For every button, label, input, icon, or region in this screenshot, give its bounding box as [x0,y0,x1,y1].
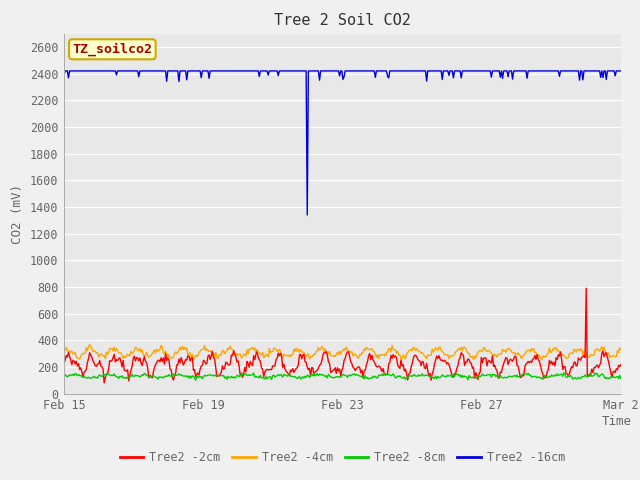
Tree2 -4cm [326,348,333,354]
Tree2 -4cm [393,350,401,356]
Tree2 -8cm [606,376,614,382]
Tree2 -16cm [364,68,371,74]
Tree2 -16cm [60,72,68,78]
Tree2 -4cm [617,347,625,353]
Tree2 -2cm [518,374,525,380]
Line: Tree2 -8cm: Tree2 -8cm [64,373,621,380]
Tree2 -2cm [582,286,590,291]
Tree2 -2cm [326,361,333,367]
Tree2 -2cm [393,355,401,360]
Legend: Tree2 -2cm, Tree2 -4cm, Tree2 -8cm, Tree2 -16cm: Tree2 -2cm, Tree2 -4cm, Tree2 -8cm, Tree… [115,446,570,469]
Tree2 -8cm [617,375,625,381]
Tree2 -4cm [518,356,525,361]
Tree2 -2cm [617,362,625,368]
Line: Tree2 -2cm: Tree2 -2cm [64,288,621,383]
Tree2 -2cm [100,380,108,386]
Tree2 -4cm [60,347,68,352]
Tree2 -8cm [326,373,333,379]
X-axis label: Time: Time [602,415,632,428]
Tree2 -4cm [329,353,337,359]
Tree2 -2cm [606,364,614,370]
Tree2 -4cm [362,344,370,350]
Line: Tree2 -16cm: Tree2 -16cm [64,71,621,215]
Tree2 -2cm [60,360,68,366]
Tree2 -16cm [330,68,338,74]
Tree2 -16cm [606,68,614,74]
Tree2 -16cm [327,68,335,74]
Tree2 -16cm [61,68,69,74]
Tree2 -8cm [192,377,200,383]
Tree2 -8cm [393,374,401,380]
Tree2 -8cm [560,370,568,376]
Tree2 -8cm [362,375,370,381]
Tree2 -8cm [518,373,525,379]
Tree2 -2cm [329,368,337,373]
Tree2 -8cm [329,374,337,380]
Line: Tree2 -4cm: Tree2 -4cm [64,345,621,360]
Text: TZ_soilco2: TZ_soilco2 [72,43,152,56]
Tree2 -16cm [617,68,625,74]
Tree2 -16cm [394,68,401,74]
Title: Tree 2 Soil CO2: Tree 2 Soil CO2 [274,13,411,28]
Tree2 -4cm [538,357,545,363]
Y-axis label: CO2 (mV): CO2 (mV) [12,183,24,243]
Tree2 -2cm [362,362,370,368]
Tree2 -16cm [519,68,527,74]
Tree2 -8cm [60,374,68,380]
Tree2 -16cm [303,212,311,218]
Tree2 -4cm [86,342,93,348]
Tree2 -4cm [606,355,614,360]
